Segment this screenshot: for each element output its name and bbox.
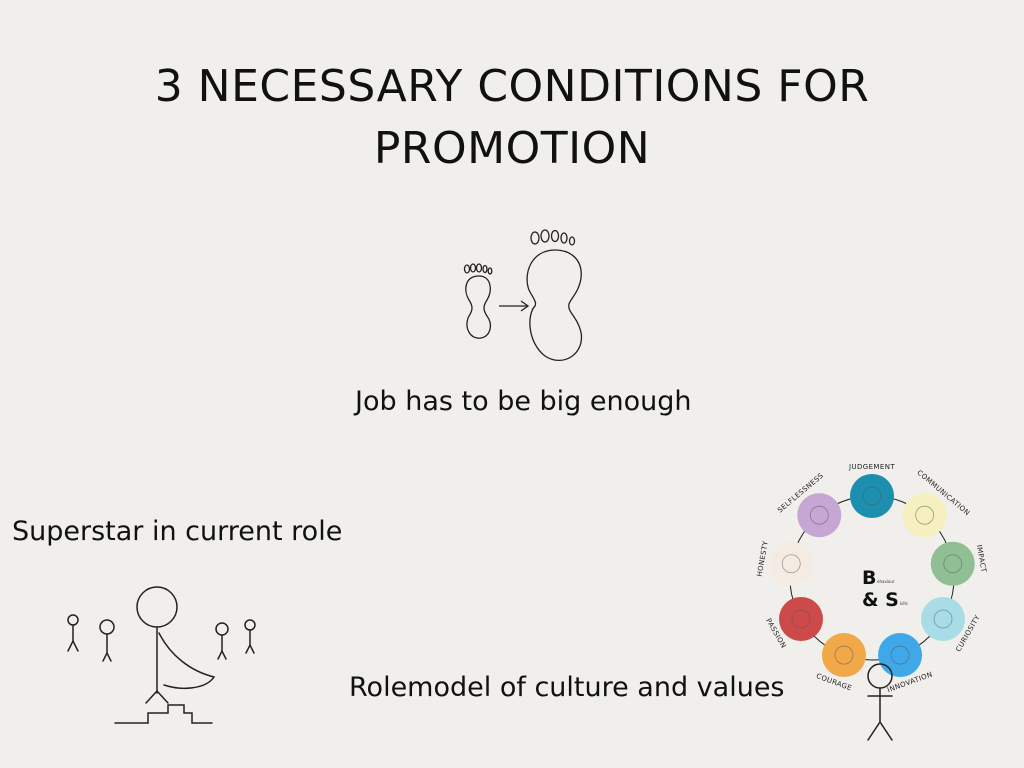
value-circle-innovation [878, 633, 923, 678]
condition-superstar: Superstar in current role [12, 516, 343, 547]
value-doodle-icon [933, 609, 953, 629]
small-stick-figure-icon [244, 619, 256, 654]
wheel-center-text: B ehaviour & S kills [862, 567, 908, 611]
value-node-impact: IMPACT [930, 541, 988, 586]
value-node-communication: COMMUNICATION [902, 469, 971, 538]
value-circle-courage [821, 633, 866, 678]
value-circle-passion [778, 597, 823, 641]
value-label-judgement: JUDGEMENT [848, 463, 895, 471]
value-circle-communication [902, 493, 947, 538]
values-wheel: JUDGEMENT COMMUNICATION IMPACT CURIOSITYINN… [756, 463, 988, 741]
rolemodel-stick-figure-icon [867, 663, 893, 741]
value-node-honesty: HONESTY [756, 540, 814, 586]
value-node-curiosity: CURIOSITY [921, 597, 982, 653]
value-doodle-icon [915, 505, 935, 525]
condition-rolemodel: Rolemodel of culture and values [349, 672, 785, 703]
footprints-illustration [463, 229, 583, 361]
podium-icon [114, 704, 213, 724]
superstar-illustration [67, 586, 256, 724]
value-node-selflessness: SELFLESSNESS [776, 471, 842, 538]
value-doodle-icon [809, 505, 829, 525]
slide-title-line-2: PROMOTION [373, 123, 651, 174]
value-circle-judgement [850, 474, 894, 518]
value-circle-curiosity [921, 597, 966, 641]
value-node-courage: COURAGE [815, 633, 866, 692]
value-circle-honesty [769, 541, 814, 586]
center-behaviour-suffix: ehaviour [877, 579, 895, 584]
value-doodle-icon [943, 554, 963, 574]
value-doodle-icon [834, 645, 854, 665]
value-label-impact: IMPACT [975, 544, 988, 573]
arrow-icon [499, 300, 530, 312]
small-stick-figure-icon [67, 614, 79, 652]
value-doodle-icon [862, 486, 882, 506]
large-footprint-icon [526, 229, 583, 361]
slide-title-line-1: 3 NECESSARY CONDITIONS FOR [154, 61, 870, 112]
value-node-judgement: JUDGEMENT [848, 463, 895, 518]
center-letter-b: B [862, 567, 876, 589]
condition-job-size: Job has to be big enough [355, 386, 692, 417]
value-circle-selflessness [797, 493, 842, 538]
value-node-innovation: INNOVATION [878, 633, 934, 694]
value-doodle-icon [890, 645, 910, 665]
center-letter-s: & S [862, 589, 899, 611]
value-circle-impact [930, 541, 975, 586]
value-doodle-icon [791, 609, 811, 629]
center-skills-suffix: kills [900, 601, 908, 606]
small-footprint-icon [463, 263, 493, 339]
large-stick-figure-icon [136, 586, 216, 704]
small-stick-figure-icon [99, 619, 115, 662]
value-label-honesty: HONESTY [756, 540, 770, 577]
value-node-passion: PASSION [764, 597, 823, 650]
value-doodle-icon [781, 554, 801, 574]
slide-title: 3 NECESSARY CONDITIONS FOR PROMOTION [0, 56, 1024, 180]
small-stick-figure-icon [215, 622, 229, 660]
